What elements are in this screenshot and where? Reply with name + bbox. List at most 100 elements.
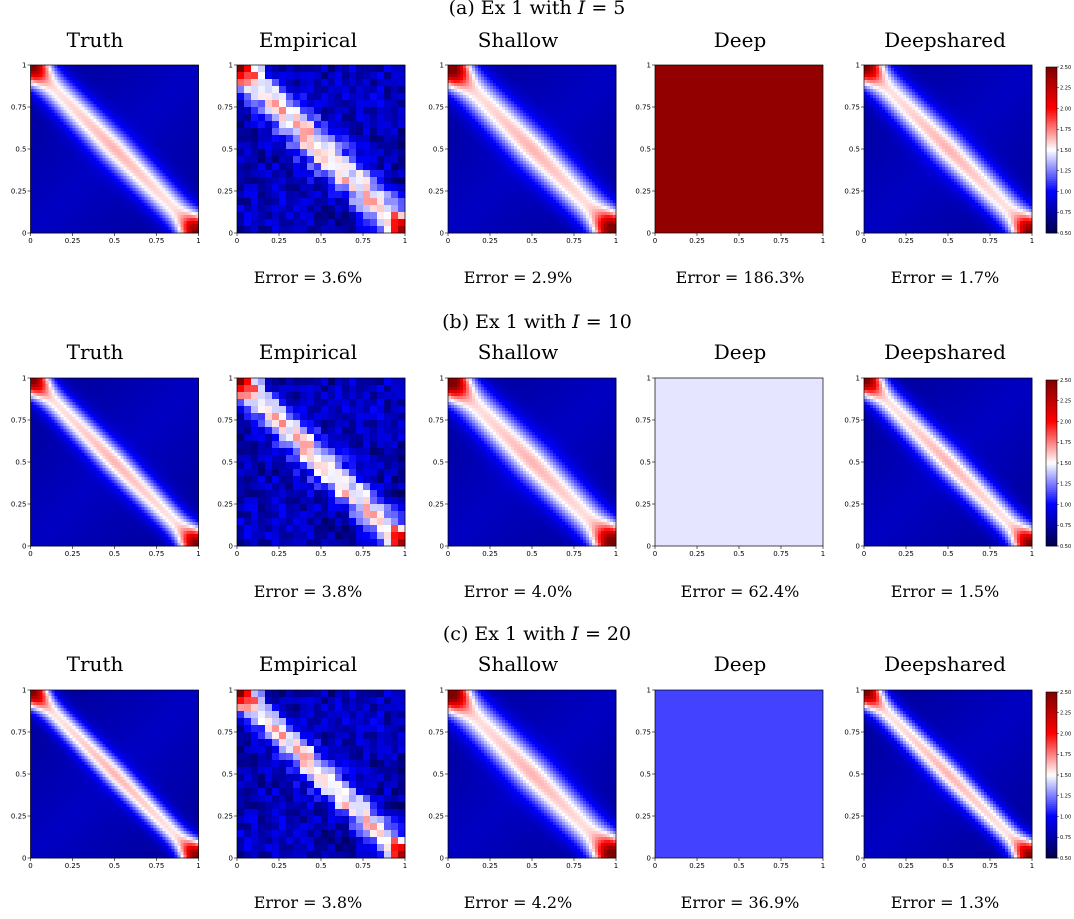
heatmap-cell [55, 173, 58, 176]
heatmap-cell [94, 95, 97, 98]
heatmap-cell [300, 184, 307, 191]
heatmap-cell [115, 173, 118, 176]
heatmap-cell [97, 95, 100, 98]
heatmap-cell [272, 65, 279, 72]
heatmap-cell [145, 131, 148, 134]
heatmap-cell [115, 146, 118, 149]
heatmap-cell [67, 119, 70, 122]
heatmap-cell [43, 134, 46, 137]
heatmap-cell [175, 209, 178, 212]
heatmap-cell [58, 83, 61, 86]
heatmap-cell [73, 215, 76, 218]
heatmap-cell [139, 179, 142, 182]
heatmap-cell [55, 116, 58, 119]
heatmap-cell [64, 221, 67, 224]
heatmap-cell [34, 164, 37, 167]
heatmap-cell [97, 152, 100, 155]
heatmap-cell [142, 107, 145, 110]
heatmap-cell [100, 152, 103, 155]
heatmap-cell [121, 227, 124, 230]
heatmap-cell [187, 65, 190, 68]
heatmap-cell [37, 221, 40, 224]
heatmap-cell [64, 182, 67, 185]
heatmap-cell [82, 173, 85, 176]
heatmap-cell [73, 146, 76, 149]
heatmap-cell [37, 104, 40, 107]
heatmap-cell [37, 107, 40, 110]
heatmap-cell [64, 119, 67, 122]
heatmap-cell [118, 215, 121, 218]
heatmap-cell [145, 98, 148, 101]
heatmap-cell [136, 125, 139, 128]
heatmap-cell [34, 167, 37, 170]
heatmap-cell [76, 197, 79, 200]
heatmap-cell [52, 209, 55, 212]
heatmap-cell [184, 131, 187, 134]
heatmap-cell [307, 149, 314, 156]
heatmap-cell [398, 156, 405, 163]
heatmap-cell [279, 170, 286, 177]
heatmap-cell [139, 161, 142, 164]
heatmap-cell [178, 125, 181, 128]
heatmap-cell [279, 149, 286, 156]
heatmap-cell [34, 170, 37, 173]
heatmap-cell [172, 152, 175, 155]
heatmap-cell [335, 149, 342, 156]
heatmap-cell [40, 149, 43, 152]
heatmap-cell [88, 209, 91, 212]
heatmap-cell [293, 121, 300, 128]
heatmap-cell [187, 137, 190, 140]
heatmap-cell [293, 135, 300, 142]
heatmap-cell [187, 182, 190, 185]
heatmap-cell [58, 206, 61, 209]
heatmap-cell [178, 116, 181, 119]
heatmap-cell [106, 101, 109, 104]
heatmap-cell [61, 143, 64, 146]
heatmap-cell [190, 212, 193, 215]
heatmap-cell [321, 135, 328, 142]
heatmap-cell [106, 65, 109, 68]
heatmap-cell [34, 161, 37, 164]
heatmap-cell [52, 95, 55, 98]
heatmap-cell [148, 161, 151, 164]
heatmap-cell [106, 140, 109, 143]
heatmap-cell [160, 71, 163, 74]
heatmap-cell [142, 158, 145, 161]
heatmap-cell [384, 93, 391, 100]
heatmap-cell [237, 177, 244, 184]
heatmap-cell [342, 156, 349, 163]
heatmap-cell [181, 221, 184, 224]
heatmap-cell [73, 104, 76, 107]
heatmap-cell [88, 224, 91, 227]
heatmap-cell [64, 185, 67, 188]
heatmap-cell [163, 107, 166, 110]
heatmap-cell [58, 95, 61, 98]
heatmap-cell [34, 212, 37, 215]
heatmap-cell [193, 107, 196, 110]
heatmap-cell [151, 197, 154, 200]
heatmap-cell [172, 65, 175, 68]
heatmap-cell [272, 79, 279, 86]
heatmap-cell [37, 128, 40, 131]
heatmap-cell [187, 116, 190, 119]
subfigure-title-suffix: = 5 [585, 0, 625, 19]
heatmap-cell [391, 114, 398, 121]
heatmap-cell [82, 227, 85, 230]
heatmap-cell [157, 185, 160, 188]
heatmap-cell [91, 101, 94, 104]
heatmap-cell [106, 221, 109, 224]
heatmap-cell [258, 184, 265, 191]
heatmap-cell [64, 86, 67, 89]
heatmap-cell [130, 188, 133, 191]
heatmap-cell [286, 149, 293, 156]
heatmap-cell [91, 203, 94, 206]
heatmap-cell [307, 191, 314, 198]
heatmap-cell [157, 122, 160, 125]
heatmap-cell [40, 89, 43, 92]
heatmap-cell [335, 184, 342, 191]
heatmap-cell [148, 164, 151, 167]
heatmap-cell [40, 197, 43, 200]
heatmap-cell [139, 140, 142, 143]
heatmap-cell [169, 161, 172, 164]
heatmap-cell [175, 146, 178, 149]
